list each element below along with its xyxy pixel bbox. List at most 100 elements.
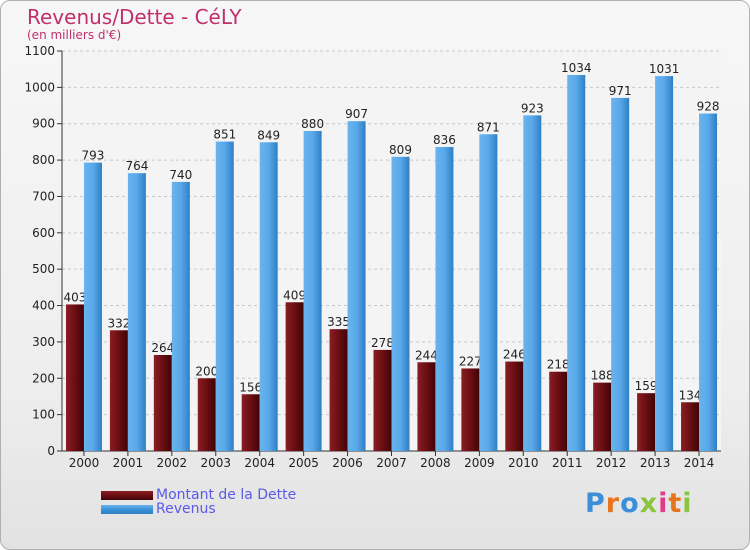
data-label-dette: 188: [591, 369, 614, 383]
data-label-dette: 335: [327, 315, 350, 329]
y-tick-label: 0: [47, 444, 55, 458]
x-tick-label: 2013: [640, 456, 671, 470]
y-tick-label: 1100: [24, 44, 55, 58]
y-tick-label: 700: [32, 189, 55, 203]
bar-revenus: [479, 134, 498, 452]
bar-dette: [373, 349, 392, 451]
bar-dette: [549, 371, 568, 451]
data-label-revenus: 740: [169, 168, 192, 182]
logo-letter: x: [639, 488, 659, 519]
bar-dette: [681, 402, 700, 451]
bar-dette: [417, 362, 436, 451]
data-label-dette: 134: [679, 388, 702, 402]
data-label-revenus: 836: [433, 133, 456, 147]
data-label-dette: 244: [415, 348, 438, 362]
bar-revenus: [303, 131, 322, 451]
bar-dette: [109, 330, 128, 451]
logo-letter: i: [658, 488, 669, 519]
bar-dette: [65, 304, 84, 451]
bar-dette: [153, 355, 172, 451]
bar-revenus: [655, 76, 674, 451]
data-label-revenus: 764: [125, 159, 148, 173]
data-label-revenus: 907: [345, 107, 368, 121]
x-tick-label: 2012: [596, 456, 627, 470]
bar-revenus: [83, 162, 102, 452]
chart-subtitle: (en milliers d'€): [27, 28, 122, 42]
data-label-dette: 264: [151, 341, 174, 355]
bar-dette: [197, 378, 216, 451]
y-tick-label: 100: [32, 408, 55, 422]
bar-revenus: [171, 181, 190, 451]
bar-revenus: [391, 156, 410, 451]
bar-revenus: [215, 141, 234, 451]
x-tick-label: 2003: [200, 456, 231, 470]
data-label-revenus: 1034: [561, 61, 592, 75]
bar-revenus: [699, 113, 718, 451]
data-label-dette: 227: [459, 354, 482, 368]
y-tick-label: 200: [32, 371, 55, 385]
y-tick-label: 1000: [24, 80, 55, 94]
data-label-revenus: 971: [609, 84, 632, 98]
x-tick-label: 2010: [508, 456, 539, 470]
legend-swatch-dette: [101, 491, 153, 500]
data-label-dette: 409: [283, 288, 306, 302]
bar-revenus: [435, 147, 454, 451]
data-label-dette: 218: [547, 358, 570, 372]
bar-dette: [461, 368, 480, 451]
data-label-revenus: 871: [477, 120, 500, 134]
y-tick-label: 400: [32, 299, 55, 313]
bar-dette: [285, 302, 304, 451]
x-tick-label: 2004: [244, 456, 275, 470]
bar-dette: [241, 394, 260, 451]
y-tick-label: 800: [32, 153, 55, 167]
data-label-revenus: 1031: [649, 62, 680, 76]
data-label-dette: 278: [371, 336, 394, 350]
logo-letter: o: [620, 488, 640, 519]
x-tick-label: 2007: [376, 456, 407, 470]
data-label-dette: 246: [503, 348, 526, 362]
logo-letter: t: [668, 488, 683, 519]
logo-letter: P: [585, 488, 606, 519]
bar-revenus: [259, 142, 278, 452]
x-tick-label: 2008: [420, 456, 451, 470]
bar-revenus: [611, 97, 630, 451]
chart-title: Revenus/Dette - CéLY: [27, 5, 242, 29]
bar-dette: [329, 329, 348, 451]
data-label-revenus: 809: [389, 143, 412, 157]
data-label-revenus: 849: [257, 128, 280, 142]
data-label-revenus: 880: [301, 117, 324, 131]
y-tick-label: 600: [32, 226, 55, 240]
bar-dette: [505, 361, 524, 451]
y-tick-label: 500: [32, 262, 55, 276]
x-tick-label: 2000: [69, 456, 100, 470]
data-label-revenus: 928: [697, 100, 720, 114]
legend-label-revenus: Revenus: [156, 501, 216, 517]
data-label-dette: 159: [635, 379, 658, 393]
x-tick-label: 2014: [684, 456, 715, 470]
data-label-revenus: 851: [213, 128, 236, 142]
x-tick-label: 2002: [157, 456, 188, 470]
y-tick-label: 300: [32, 335, 55, 349]
bar-revenus: [523, 115, 542, 451]
data-label-revenus: 793: [82, 149, 105, 163]
proxiti-logo: Proxiti: [585, 488, 693, 519]
data-label-dette: 332: [107, 316, 130, 330]
logo-letter: i: [682, 488, 693, 519]
x-tick-label: 2011: [552, 456, 583, 470]
x-tick-label: 2005: [288, 456, 319, 470]
data-label-dette: 156: [239, 380, 262, 394]
x-tick-label: 2001: [113, 456, 144, 470]
legend-swatch-revenus: [101, 505, 153, 514]
bar-revenus: [127, 173, 146, 451]
x-tick-label: 2006: [332, 456, 363, 470]
bar-dette: [637, 393, 656, 451]
legend-label-dette: Montant de la Dette: [156, 487, 297, 503]
data-label-dette: 200: [195, 364, 218, 378]
y-tick-label: 900: [32, 117, 55, 131]
bar-revenus: [567, 75, 586, 451]
bar-dette: [593, 382, 612, 451]
data-label-revenus: 923: [521, 101, 544, 115]
data-label-dette: 403: [64, 290, 87, 304]
